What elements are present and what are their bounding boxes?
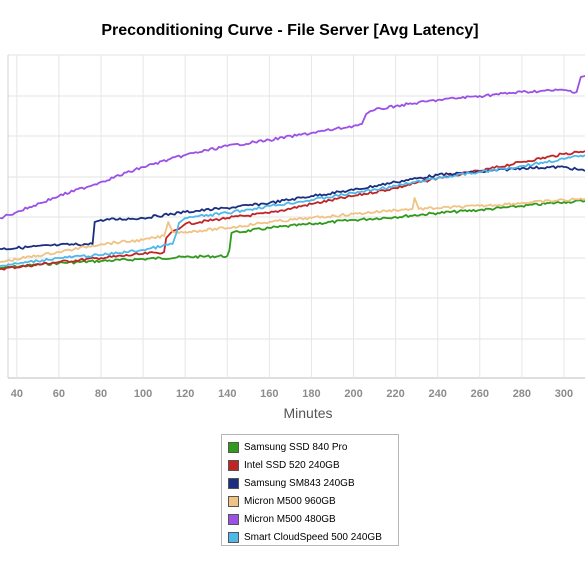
series-line-3	[0, 197, 585, 263]
legend-swatch	[228, 477, 239, 489]
legend-item[interactable]: Micron M500 960GB	[228, 494, 336, 508]
legend-label: Samsung SM843 240GB	[244, 477, 355, 489]
x-tick-label: 240	[429, 388, 447, 400]
x-tick-label: 140	[218, 388, 236, 400]
x-tick-label: 40	[11, 388, 23, 400]
x-tick-label: 60	[53, 388, 65, 400]
legend-label: Samsung SSD 840 Pro	[244, 441, 348, 453]
legend-swatch	[228, 531, 239, 543]
series-line-5	[0, 154, 585, 267]
legend-item[interactable]: Micron M500 480GB	[228, 512, 336, 526]
chart-title: Preconditioning Curve - File Server [Avg…	[101, 22, 478, 39]
x-tick-label: 100	[134, 388, 152, 400]
x-tick-label: 180	[302, 388, 320, 400]
x-tick-labels: 40 60 80 100 120 140 160 180 200 220 240 260 280 300	[11, 388, 573, 400]
x-tick-label: 160	[260, 388, 278, 400]
legend-swatch	[228, 441, 239, 453]
legend-swatch	[228, 513, 239, 525]
legend-item[interactable]: Samsung SSD 840 Pro	[228, 440, 347, 454]
legend-label: Intel SSD 520 240GB	[244, 459, 340, 471]
legend-item[interactable]: Intel SSD 520 240GB	[228, 458, 340, 472]
series-line-4	[0, 75, 585, 220]
series-line-1	[0, 150, 585, 271]
x-tick-label: 300	[555, 388, 573, 400]
legend: Samsung SSD 840 Pro Intel SSD 520 240GB Sa…	[221, 434, 399, 546]
x-tick-label: 80	[95, 388, 107, 400]
legend-swatch	[228, 495, 239, 507]
x-tick-label: 120	[176, 388, 194, 400]
legend-label: Micron M500 960GB	[244, 495, 336, 507]
legend-label: Micron M500 480GB	[244, 513, 336, 525]
legend-swatch	[228, 459, 239, 471]
legend-item[interactable]: Smart CloudSpeed 500 240GB	[228, 530, 382, 544]
grid	[7, 54, 585, 379]
legend-item[interactable]: Samsung SM843 240GB	[228, 476, 355, 490]
x-tick-label: 200	[344, 388, 362, 400]
legend-label: Smart CloudSpeed 500 240GB	[244, 531, 382, 543]
series-line-0	[0, 199, 585, 269]
series-lines	[0, 75, 585, 271]
x-axis-title: Minutes	[283, 405, 332, 421]
x-tick-label: 220	[386, 388, 404, 400]
x-tick-label: 280	[513, 388, 531, 400]
x-tick-label: 260	[471, 388, 489, 400]
